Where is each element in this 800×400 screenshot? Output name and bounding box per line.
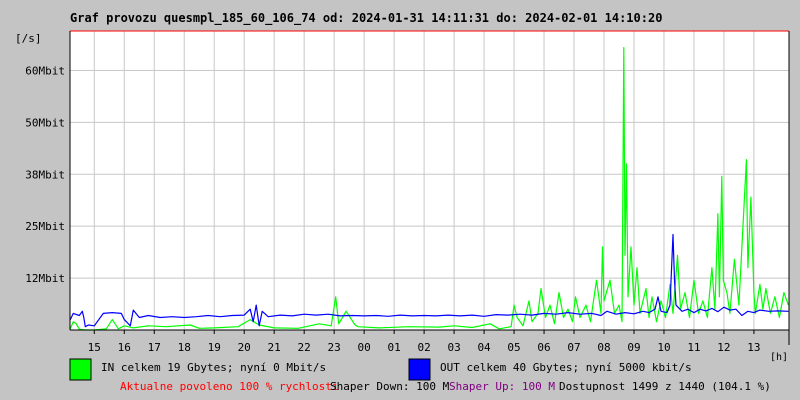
plot-area bbox=[70, 31, 789, 330]
y-tick-label: 25Mbit bbox=[25, 220, 65, 233]
y-tick-label: 60Mbit bbox=[25, 64, 65, 77]
x-tick-label: 23 bbox=[328, 341, 341, 354]
footer-availability: Dostupnost 1499 z 1440 (104.1 %) bbox=[559, 380, 771, 393]
x-tick-label: 01 bbox=[387, 341, 400, 354]
x-tick-label: 05 bbox=[507, 341, 520, 354]
y-tick-label: 38Mbit bbox=[25, 168, 65, 181]
x-tick-label: 08 bbox=[597, 341, 610, 354]
x-tick-label: 16 bbox=[118, 341, 131, 354]
chart-title: Graf provozu quesmpl_185_60_106_74 od: 2… bbox=[70, 11, 662, 26]
y-tick-label: 50Mbit bbox=[25, 116, 65, 129]
x-tick-label: 21 bbox=[268, 341, 281, 354]
x-tick-label: 18 bbox=[178, 341, 191, 354]
x-tick-label: 07 bbox=[567, 341, 580, 354]
x-tick-label: 15 bbox=[88, 341, 101, 354]
legend-in-text: IN celkem 19 Gbytes; nyní 0 Mbit/s bbox=[101, 361, 326, 374]
x-tick-label: 00 bbox=[358, 341, 371, 354]
series-line-in bbox=[69, 46, 789, 331]
footer-allowed: Aktualne povoleno 100 % rychlosti bbox=[120, 380, 339, 393]
x-tick-label: 06 bbox=[537, 341, 550, 354]
footer-shaper-up: Shaper Up: 100 M bbox=[449, 380, 555, 393]
x-tick-label: 20 bbox=[238, 341, 251, 354]
y-axis-label: [/s] bbox=[15, 32, 42, 45]
legend-in-swatch bbox=[69, 358, 92, 381]
legend-out-text: OUT celkem 40 Gbytes; nyní 5000 kbit/s bbox=[440, 361, 692, 374]
x-tick-label: 03 bbox=[447, 341, 460, 354]
x-tick-label: 10 bbox=[657, 341, 670, 354]
x-tick-label: 17 bbox=[148, 341, 161, 354]
x-tick-label: 04 bbox=[477, 341, 491, 354]
legend-in: IN celkem 19 Gbytes; nyní 0 Mbit/s bbox=[69, 358, 326, 381]
x-tick-label: 12 bbox=[717, 341, 730, 354]
legend-out-swatch bbox=[408, 358, 431, 381]
x-tick-label: 19 bbox=[208, 341, 221, 354]
x-tick-label: 11 bbox=[687, 341, 700, 354]
x-tick-label: 22 bbox=[298, 341, 311, 354]
footer-shaper-down: Shaper Down: 100 M bbox=[330, 380, 450, 393]
y-axis-ticks: 12Mbit 25Mbit 38Mbit 50Mbit 60Mbit bbox=[25, 64, 65, 285]
x-axis-label: [h] bbox=[770, 352, 788, 363]
x-tick-label: 02 bbox=[417, 341, 430, 354]
x-tick-label: 13 bbox=[747, 341, 760, 354]
series-layer bbox=[69, 46, 789, 331]
series-line-out bbox=[69, 233, 789, 328]
x-axis-ticks: 15 16 17 18 19 20 21 22 23 00 01 02 03 04 05 06 07 08 09 10… bbox=[88, 330, 761, 354]
legend-out: OUT celkem 40 Gbytes; nyní 5000 kbit/s bbox=[408, 358, 692, 381]
y-tick-label: 12Mbit bbox=[25, 272, 65, 285]
x-tick-label: 09 bbox=[627, 341, 640, 354]
